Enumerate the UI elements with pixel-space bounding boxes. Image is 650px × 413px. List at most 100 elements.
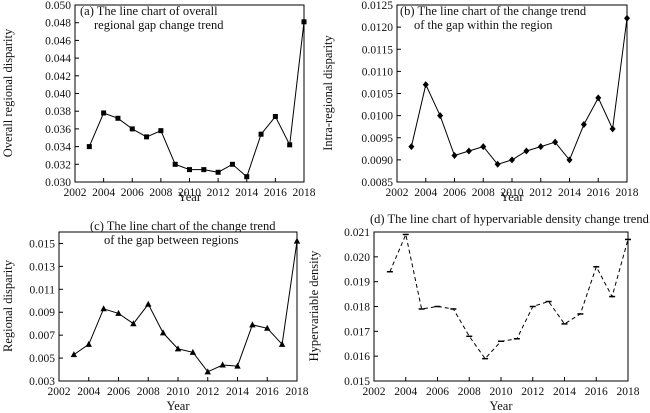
x-tick-label: 2018 bbox=[293, 187, 316, 199]
y-tick-label: 0.015 bbox=[29, 238, 55, 250]
y-tick-label: 0.0105 bbox=[361, 89, 393, 101]
data-point bbox=[101, 110, 107, 116]
x-tick-label: 2018 bbox=[286, 386, 309, 398]
x-axis-label: Year bbox=[489, 399, 513, 413]
y-tick-label: 0.042 bbox=[45, 71, 71, 83]
chart-title-line: (d) The line chart of hypervariable dens… bbox=[370, 212, 650, 226]
x-tick-label: 2018 bbox=[617, 386, 640, 398]
data-point bbox=[566, 156, 573, 164]
x-tick-label: 2008 bbox=[149, 187, 172, 199]
y-tick-label: 0.032 bbox=[45, 159, 71, 171]
chart-title-line: (c) The line chart of the change trend bbox=[90, 219, 276, 233]
x-tick-label: 2004 bbox=[92, 187, 115, 199]
y-tick-label: 0.036 bbox=[45, 124, 71, 136]
x-tick-label: 2002 bbox=[386, 187, 409, 199]
chart-title-line: of the gap between regions bbox=[104, 233, 239, 247]
x-tick-label: 2006 bbox=[121, 187, 144, 199]
x-tick-label: 2008 bbox=[472, 187, 495, 199]
y-tick-label: 0.034 bbox=[45, 142, 71, 154]
data-point bbox=[85, 340, 92, 347]
data-point bbox=[272, 114, 278, 120]
data-point bbox=[100, 305, 107, 312]
data-point bbox=[552, 138, 559, 146]
y-tick-label: 0.038 bbox=[45, 106, 71, 118]
x-tick-label: 2006 bbox=[426, 386, 449, 398]
y-tick-label: 0.019 bbox=[344, 277, 370, 289]
y-tick-label: 0.0110 bbox=[362, 66, 393, 78]
y-tick-label: 0.003 bbox=[29, 376, 55, 388]
y-tick-label: 0.030 bbox=[45, 177, 71, 189]
data-point bbox=[437, 112, 444, 120]
data-point bbox=[158, 128, 164, 134]
x-tick-label: 2010 bbox=[501, 187, 524, 199]
x-tick-label: 2010 bbox=[167, 386, 190, 398]
data-point bbox=[465, 147, 472, 155]
y-tick-label: 0.050 bbox=[45, 0, 71, 12]
data-point bbox=[201, 167, 207, 173]
series-line bbox=[73, 241, 298, 373]
plot-frame bbox=[373, 231, 629, 382]
data-point bbox=[264, 324, 271, 331]
y-tick-label: 0.0095 bbox=[361, 133, 393, 145]
chart-title-line: (a) The line chart of overall bbox=[80, 4, 218, 18]
x-tick-label: 2014 bbox=[558, 187, 581, 199]
chart-title-line: of the gap within the region bbox=[414, 18, 553, 32]
x-axis-label: Year bbox=[166, 399, 190, 413]
x-tick-label: 2006 bbox=[107, 386, 130, 398]
x-tick-label: 2016 bbox=[264, 187, 287, 199]
data-point bbox=[249, 321, 256, 328]
x-tick-label: 2016 bbox=[585, 386, 608, 398]
data-point bbox=[480, 143, 487, 151]
x-tick-label: 2002 bbox=[363, 386, 386, 398]
data-point bbox=[258, 131, 264, 137]
plot-frame bbox=[58, 231, 298, 382]
data-point bbox=[215, 169, 221, 175]
data-point bbox=[595, 94, 602, 102]
x-tick-label: 2014 bbox=[235, 187, 258, 199]
panel-c: 2002 2004 2006 2008 2010 2012 2014 2016 2018 0.00… bbox=[1, 219, 309, 413]
y-tick-label: 0.0125 bbox=[361, 0, 393, 12]
y-tick-label: 0.044 bbox=[45, 53, 71, 65]
x-tick-label: 2012 bbox=[207, 187, 230, 199]
x-tick-label: 2010 bbox=[178, 187, 201, 199]
x-tick-label: 2002 bbox=[64, 187, 87, 199]
series-line bbox=[88, 21, 305, 178]
y-tick-label: 0.018 bbox=[344, 302, 370, 314]
y-tick-label: 0.009 bbox=[29, 307, 55, 319]
data-point bbox=[244, 174, 250, 180]
x-tick-label: 2012 bbox=[196, 386, 219, 398]
data-point bbox=[130, 320, 137, 327]
data-point bbox=[287, 142, 293, 148]
x-tick-label: 2012 bbox=[521, 386, 544, 398]
series-line bbox=[410, 18, 628, 165]
panel-d: 2002 2004 2006 2008 2010 2012 2014 2016 2018 0.01… bbox=[307, 212, 650, 413]
y-tick-label: 0.0090 bbox=[361, 155, 393, 167]
y-axis-label: Intra-regional disparity bbox=[321, 34, 335, 150]
data-point bbox=[408, 143, 415, 151]
data-point bbox=[70, 351, 78, 358]
y-tick-label: 0.021 bbox=[344, 227, 370, 239]
data-point bbox=[189, 348, 197, 355]
y-tick-label: 0.005 bbox=[29, 353, 55, 365]
data-point bbox=[115, 115, 121, 121]
data-point bbox=[609, 125, 616, 133]
data-point bbox=[174, 345, 182, 352]
series-line bbox=[389, 232, 629, 360]
y-axis-label: Regional disparity bbox=[1, 259, 15, 352]
data-point bbox=[204, 368, 211, 375]
data-point bbox=[229, 161, 235, 167]
data-point bbox=[187, 167, 192, 173]
data-point bbox=[144, 134, 150, 140]
y-tick-label: 0.007 bbox=[29, 330, 55, 342]
chart-title-line: (b) The line chart of the change trend bbox=[400, 4, 587, 18]
y-tick-label: 0.011 bbox=[30, 284, 56, 296]
data-point bbox=[422, 81, 429, 89]
data-point bbox=[129, 126, 135, 132]
y-tick-label: 0.0120 bbox=[361, 22, 393, 34]
y-tick-label: 0.0085 bbox=[361, 177, 393, 189]
x-tick-label: 2004 bbox=[414, 187, 437, 199]
x-axis-label: Year bbox=[500, 190, 524, 204]
x-tick-label: 2018 bbox=[616, 187, 639, 199]
data-point bbox=[219, 361, 226, 368]
